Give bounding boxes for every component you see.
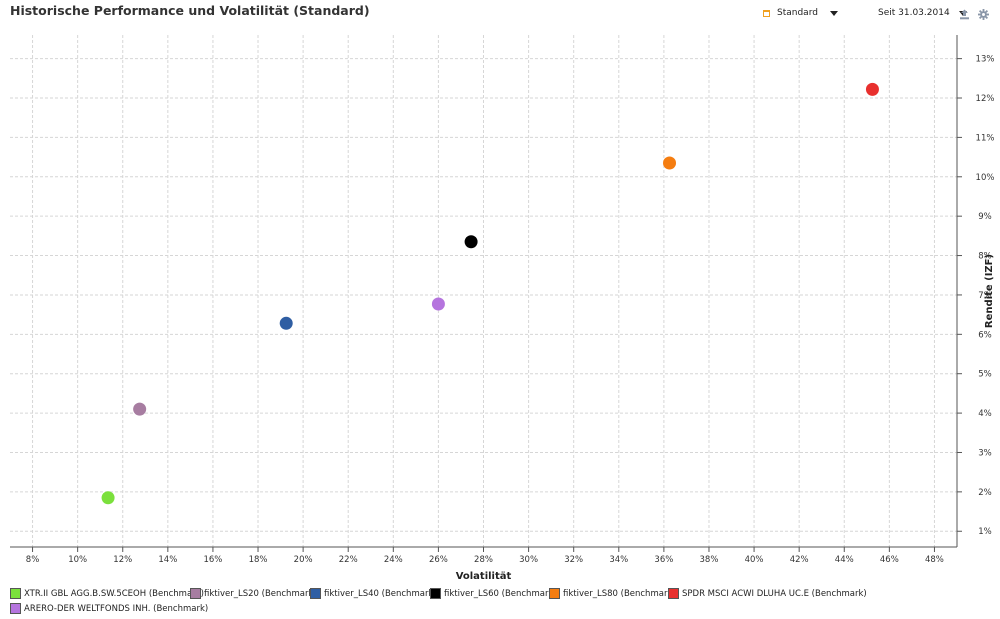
legend-label: XTR.II GBL AGG.B.SW.5CEOH (Benchmark): [24, 588, 204, 599]
legend-swatch: [549, 588, 560, 599]
x-tick-label: 20%: [294, 555, 313, 565]
legend-label: fiktiver_LS80 (Benchmark): [563, 588, 676, 599]
legend-swatch: [430, 588, 441, 599]
y-tick-label: 4%: [978, 409, 992, 419]
legend-label: SPDR MSCI ACWI DLUHA UC.E (Benchmark): [682, 588, 867, 599]
x-axis-title: Volatilität: [456, 571, 512, 582]
data-point-4: [464, 235, 478, 249]
legend-label: fiktiver_LS60 (Benchmark): [444, 588, 557, 599]
y-tick-label: 11%: [976, 133, 995, 143]
y-tick-label: 2%: [978, 488, 992, 498]
chart-title: Historische Performance und Volatilität …: [10, 3, 370, 18]
x-tick-label: 26%: [429, 555, 448, 565]
y-tick-label: 12%: [976, 94, 995, 104]
legend-item[interactable]: SPDR MSCI ACWI DLUHA UC.E (Benchmark): [668, 588, 867, 599]
legend-item[interactable]: XTR.II GBL AGG.B.SW.5CEOH (Benchmark): [10, 588, 204, 599]
view-select-value: Standard: [777, 8, 818, 18]
y-tick-label: 6%: [978, 330, 992, 340]
x-tick-label: 12%: [113, 555, 132, 565]
x-tick-label: 28%: [474, 555, 493, 565]
scatter-chart: 8% 10% 12% 14% 16% 18% 20% 22% 24% 26% 28% 30% 32% 34…: [10, 35, 995, 582]
x-tick-label: 30%: [519, 555, 538, 565]
legend-item[interactable]: fiktiver_LS20 (Benchmark): [190, 588, 317, 599]
data-point-6: [865, 82, 879, 96]
y-tick-label: 9%: [978, 212, 992, 222]
chart-header: Historische Performance und Volatilität …: [0, 0, 1000, 26]
legend-swatch: [10, 588, 21, 599]
legend-label: ARERO-DER WELTFONDS INH. (Benchmark): [24, 603, 209, 614]
data-point-1: [101, 491, 115, 505]
x-tick-label: 10%: [68, 555, 87, 565]
legend-label: fiktiver_LS40 (Benchmark): [324, 588, 437, 599]
x-tick-label: 22%: [339, 555, 358, 565]
view-select[interactable]: Standard: [763, 8, 838, 18]
y-tick-label: 1%: [978, 527, 992, 537]
data-point-5: [663, 156, 677, 170]
legend-item[interactable]: fiktiver_LS40 (Benchmark): [310, 588, 437, 599]
y-tick-label: 10%: [976, 173, 995, 183]
y-tick-label: 3%: [978, 448, 992, 458]
calendar-icon: [763, 9, 770, 17]
y-axis-title: Rendite (IZF): [984, 254, 995, 328]
legend-item[interactable]: fiktiver_LS60 (Benchmark): [430, 588, 557, 599]
x-tick-label: 34%: [609, 555, 628, 565]
chevron-down-icon: [829, 10, 838, 16]
x-tick-label: 32%: [564, 555, 583, 565]
gear-icon[interactable]: [978, 9, 989, 20]
x-tick-label: 38%: [700, 555, 719, 565]
legend-label: fiktiver_LS20 (Benchmark): [204, 588, 317, 599]
period-select-value: Seit 31.03.2014: [878, 8, 950, 18]
y-tick-label: 5%: [978, 370, 992, 380]
x-tick-label: 42%: [790, 555, 809, 565]
y-tick-label: 8%: [978, 252, 992, 262]
data-point-7: [431, 297, 445, 311]
data-point-2: [133, 402, 147, 416]
x-tick-label: 8%: [26, 555, 40, 565]
y-tick-label: 7%: [978, 291, 992, 301]
y-tick-label: 13%: [976, 55, 995, 65]
x-tick-label: 36%: [654, 555, 673, 565]
x-tick-label: 40%: [745, 555, 764, 565]
data-point-3: [279, 316, 293, 330]
legend-swatch: [190, 588, 201, 599]
x-tick-label: 24%: [384, 555, 403, 565]
legend-item[interactable]: fiktiver_LS80 (Benchmark): [549, 588, 676, 599]
x-tick-label: 46%: [880, 555, 899, 565]
x-tick-label: 14%: [158, 555, 177, 565]
legend-item[interactable]: ARERO-DER WELTFONDS INH. (Benchmark): [10, 603, 208, 614]
x-tick-label: 48%: [925, 555, 944, 565]
x-tick-label: 44%: [835, 555, 854, 565]
x-tick-label: 18%: [249, 555, 268, 565]
export-icon[interactable]: [959, 9, 970, 20]
legend-swatch: [310, 588, 321, 599]
legend-swatch: [10, 603, 21, 614]
x-tick-label: 16%: [203, 555, 222, 565]
legend-swatch: [668, 588, 679, 599]
